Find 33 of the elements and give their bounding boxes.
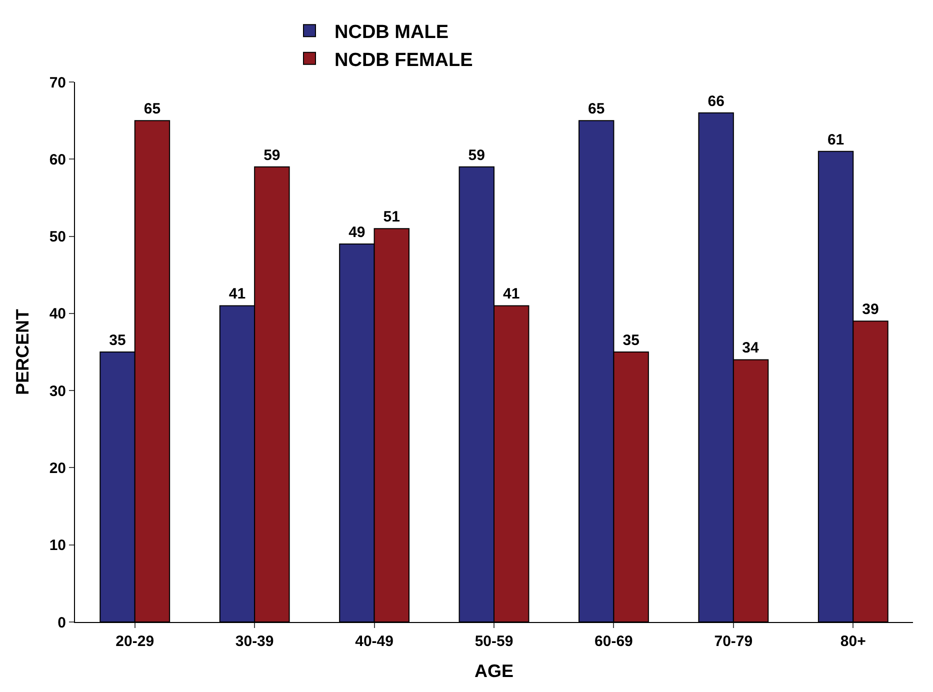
x-tick-label: 60-69 xyxy=(594,633,633,650)
x-tick-label: 20-29 xyxy=(116,633,154,650)
x-tick-label: 70-79 xyxy=(714,633,753,650)
data-label: 59 xyxy=(468,146,485,164)
data-label: 35 xyxy=(622,332,640,349)
y-tick-label: 10 xyxy=(49,537,66,554)
data-label: 41 xyxy=(503,286,520,303)
data-label: 65 xyxy=(588,100,605,118)
y-tick-label: 40 xyxy=(49,306,66,323)
y-tick-label: 30 xyxy=(49,382,66,400)
x-axis-title: AGE xyxy=(474,661,514,682)
legend-label: NCDB FEMALE xyxy=(334,50,473,71)
data-label: 59 xyxy=(264,146,280,164)
data-label: 34 xyxy=(742,340,760,357)
x-tick-label: 40-49 xyxy=(355,633,394,650)
data-label: 66 xyxy=(708,92,724,110)
y-tick-label: 60 xyxy=(49,151,66,168)
data-label: 35 xyxy=(109,332,126,349)
x-tick-label: 80+ xyxy=(840,633,866,650)
x-tick-label: 50-59 xyxy=(474,633,514,650)
y-tick-label: 70 xyxy=(49,74,66,92)
y-tick-label: 0 xyxy=(58,614,66,632)
y-axis-title: PERCENT xyxy=(12,308,33,396)
data-label: 49 xyxy=(348,224,366,241)
legend-label: NCDB MALE xyxy=(334,22,448,44)
data-label: 65 xyxy=(144,100,161,118)
x-tick-label: 30-39 xyxy=(235,633,274,650)
y-tick-label: 20 xyxy=(49,460,66,477)
data-label: 61 xyxy=(827,131,844,148)
data-label: 51 xyxy=(383,208,400,226)
data-label: 39 xyxy=(862,301,879,318)
y-tick-label: 50 xyxy=(49,228,66,246)
data-label: 41 xyxy=(228,286,246,303)
